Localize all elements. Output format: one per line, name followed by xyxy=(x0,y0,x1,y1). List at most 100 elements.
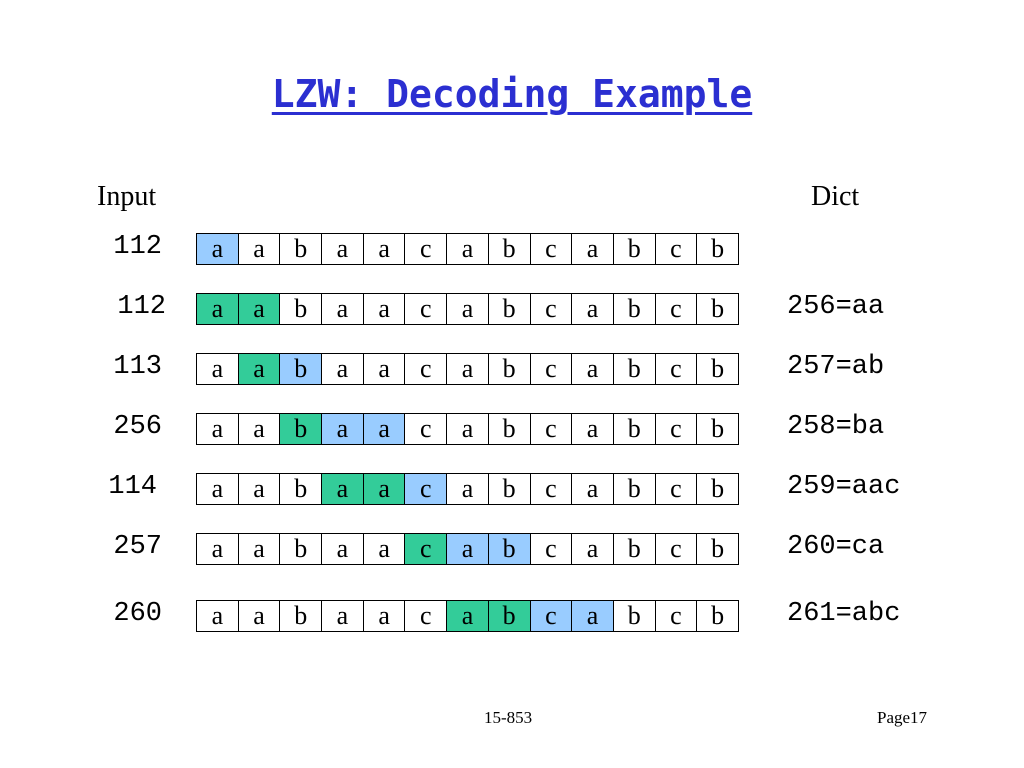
input-code: 113 xyxy=(113,352,162,382)
symbol-cell: b xyxy=(280,601,323,631)
symbol-cell: a xyxy=(364,601,406,631)
symbol-cell: a xyxy=(197,534,239,564)
symbol-cell: b xyxy=(489,354,531,384)
symbol-cell: b xyxy=(489,234,531,264)
symbol-cell: b xyxy=(697,234,739,264)
symbol-cell: b xyxy=(697,534,739,564)
symbol-cell: c xyxy=(405,534,448,564)
symbol-cell: a xyxy=(239,474,281,504)
symbol-cell: c xyxy=(405,294,448,324)
symbol-cell: b xyxy=(488,601,531,631)
symbol-cell: b xyxy=(614,534,656,564)
dict-entry: 261=abc xyxy=(787,599,901,629)
symbol-cell: b xyxy=(280,414,323,444)
symbol-cell: b xyxy=(489,414,531,444)
dict-entry: 260=ca xyxy=(787,532,885,562)
dict-entry: 257=ab xyxy=(787,352,885,382)
symbol-cell: c xyxy=(531,294,573,324)
symbol-cell: b xyxy=(280,234,323,264)
input-code: 112 xyxy=(117,292,166,322)
symbol-cell: a xyxy=(239,534,281,564)
slide-title: LZW: Decoding Example xyxy=(271,72,753,116)
symbol-cell: b xyxy=(614,474,656,504)
symbol-cell: c xyxy=(405,601,448,631)
input-code: 257 xyxy=(113,532,162,562)
symbol-cell: a xyxy=(197,414,239,444)
symbol-cell: b xyxy=(280,294,323,324)
symbol-cell: c xyxy=(531,234,573,264)
symbol-cell: a xyxy=(364,294,406,324)
symbol-cell: b xyxy=(489,294,531,324)
symbol-cell: a xyxy=(322,294,364,324)
symbol-cell: b xyxy=(697,601,739,631)
dict-entry: 256=aa xyxy=(787,292,885,322)
symbol-cell: a xyxy=(447,234,489,264)
input-code: 260 xyxy=(113,599,162,629)
symbol-cell: a xyxy=(447,601,489,631)
symbol-cell: c xyxy=(531,414,573,444)
dict-entry: 258=ba xyxy=(787,412,885,442)
symbol-cell: b xyxy=(614,294,656,324)
input-header: Input xyxy=(97,181,157,212)
symbol-cell: c xyxy=(656,294,698,324)
symbol-cell: a xyxy=(322,601,364,631)
symbol-cell: a xyxy=(364,234,406,264)
symbol-cell: a xyxy=(447,474,489,504)
symbol-cell: c xyxy=(656,354,698,384)
symbol-cell: a xyxy=(238,354,281,384)
symbol-cell: a xyxy=(239,234,281,264)
symbol-cell: a xyxy=(322,354,364,384)
symbol-cell: c xyxy=(656,534,698,564)
symbol-cell: a xyxy=(197,354,239,384)
symbol-cell: a xyxy=(364,354,406,384)
symbol-cell: a xyxy=(322,234,364,264)
symbol-cell: c xyxy=(656,414,698,444)
symbol-cell: a xyxy=(239,414,281,444)
symbol-cell: a xyxy=(447,354,489,384)
symbol-cell: a xyxy=(197,601,239,631)
symbol-cell: a xyxy=(197,474,239,504)
symbol-cell: b xyxy=(280,534,323,564)
symbol-cell: a xyxy=(572,534,614,564)
dict-header: Dict xyxy=(811,181,860,212)
symbol-cell: c xyxy=(531,354,573,384)
symbol-cell: b xyxy=(488,534,531,564)
dict-entry: 259=aac xyxy=(787,472,901,502)
symbol-cell: c xyxy=(531,474,573,504)
symbol-cell: c xyxy=(405,474,448,504)
symbol-cell: a xyxy=(447,414,489,444)
symbol-cell: b xyxy=(614,414,656,444)
symbol-cell: a xyxy=(322,534,364,564)
input-code: 256 xyxy=(113,412,162,442)
symbol-cell: a xyxy=(197,234,239,264)
symbol-cell: c xyxy=(405,234,448,264)
course-number: 15-853 xyxy=(484,708,533,727)
symbol-cell: c xyxy=(656,601,698,631)
symbol-cell: a xyxy=(197,294,239,324)
symbol-cell: a xyxy=(322,474,364,504)
symbol-cell: b xyxy=(614,601,656,631)
symbol-cell: a xyxy=(322,414,364,444)
symbol-cell: b xyxy=(280,474,323,504)
symbol-cell: c xyxy=(656,474,698,504)
input-code: 112 xyxy=(113,232,162,262)
symbol-cell: b xyxy=(697,294,739,324)
page-number: Page17 xyxy=(877,708,928,727)
symbol-cell: a xyxy=(572,601,614,631)
symbol-cell: a xyxy=(572,414,614,444)
symbol-cell: c xyxy=(530,601,573,631)
symbol-cell: b xyxy=(697,354,739,384)
symbol-cell: a xyxy=(363,414,406,444)
symbol-cell: c xyxy=(531,534,573,564)
symbol-cell: a xyxy=(572,294,614,324)
symbol-cell: a xyxy=(364,534,406,564)
symbol-cell: a xyxy=(572,474,614,504)
symbol-cell: b xyxy=(614,354,656,384)
symbol-cell: b xyxy=(280,354,323,384)
symbol-cell: b xyxy=(697,414,739,444)
symbol-cell: c xyxy=(405,414,448,444)
